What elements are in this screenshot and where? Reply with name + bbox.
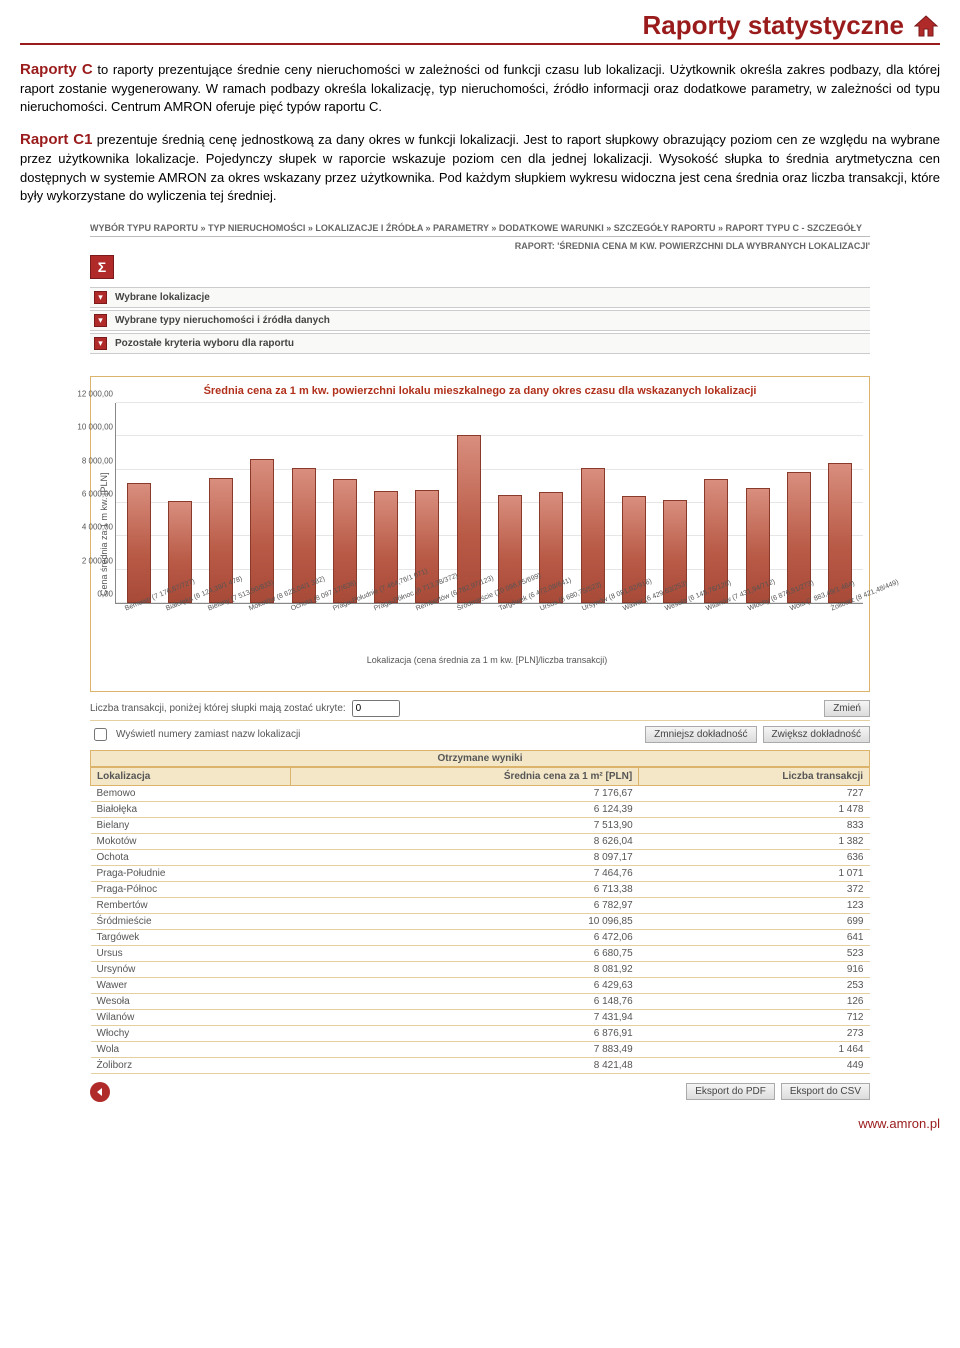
section-row[interactable]: ▾ Pozostałe kryteria wyboru dla raportu [90, 333, 870, 354]
export-csv-button[interactable]: Eksport do CSV [781, 1083, 870, 1100]
results-title: Otrzymane wyniki [90, 750, 870, 767]
chart-xaxis-title: Lokalizacja (cena średnia za 1 m kw. [PL… [111, 655, 863, 665]
checkbox-label: Wyświetl numery zamiast nazw lokalizacji [116, 729, 300, 740]
table-row: Śródmieście10 096,85699 [91, 913, 870, 929]
table-row: Wawer6 429,63253 [91, 977, 870, 993]
section-lead: Raport C1 [20, 131, 92, 148]
table-row: Praga-Południe7 464,761 071 [91, 865, 870, 881]
breadcrumb: WYBÓR TYPU RAPORTU » TYP NIERUCHOMOŚCI »… [90, 223, 870, 237]
table-row: Mokotów8 626,041 382 [91, 833, 870, 849]
table-row: Targówek6 472,06641 [91, 929, 870, 945]
controls-row-2: Wyświetl numery zamiast nazw lokalizacji… [90, 725, 870, 744]
footer-link[interactable]: www.amron.pl [20, 1116, 940, 1131]
sigma-icon: Σ [90, 255, 114, 279]
table-row: Wesoła6 148,76126 [91, 993, 870, 1009]
export-pdf-button[interactable]: Eksport do PDF [686, 1083, 775, 1100]
table-row: Wilanów7 431,94712 [91, 1009, 870, 1025]
table-row: Ursynów8 081,92916 [91, 961, 870, 977]
table-row: Rembertów6 782,97123 [91, 897, 870, 913]
section-label: Pozostałe kryteria wyboru dla raportu [115, 338, 294, 349]
intro-lead: Raporty C [20, 61, 93, 78]
table-row: Bemowo7 176,67727 [91, 785, 870, 801]
show-numbers-checkbox[interactable] [94, 728, 107, 741]
chart-plot: 0,002 000,004 000,006 000,008 000,0010 0… [115, 403, 863, 604]
report-title: RAPORT: 'ŚREDNIA CENA M KW. POWIERZCHNI … [90, 241, 870, 251]
table-row: Bielany7 513,90833 [91, 817, 870, 833]
decrease-accuracy-button[interactable]: Zmniejsz dokładność [645, 726, 756, 743]
ytick: 6 000,00 [82, 489, 116, 498]
chart-bar [127, 483, 151, 603]
col-location: Lokalizacja [91, 767, 291, 785]
ytick: 8 000,00 [82, 456, 116, 465]
chart-xlabels: Bemowo (7 176,67/727)Białołęka (6 124,39… [115, 606, 863, 613]
ytick: 2 000,00 [82, 556, 116, 565]
table-row: Ochota8 097,17636 [91, 849, 870, 865]
chart-ylabel: Cena średnia za 1 m kw. [PLN] [97, 403, 111, 665]
chart-bar [581, 468, 605, 603]
ytick: 12 000,00 [77, 389, 116, 398]
table-row: Włochy6 876,91273 [91, 1025, 870, 1041]
table-row: Białołęka6 124,391 478 [91, 801, 870, 817]
col-avg-price: Średnia cena za 1 m² [PLN] [290, 767, 639, 785]
chart-title: Średnia cena za 1 m kw. powierzchni loka… [97, 385, 863, 397]
home-icon[interactable] [912, 14, 940, 38]
hide-threshold-label: Liczba transakcji, poniżej której słupki… [90, 703, 346, 714]
expand-icon[interactable]: ▾ [94, 337, 107, 350]
expand-icon[interactable]: ▾ [94, 314, 107, 327]
expand-icon[interactable]: ▾ [94, 291, 107, 304]
ytick: 0,00 [97, 589, 116, 598]
page-header: Raporty statystyczne [20, 10, 940, 45]
intro-paragraph: Raporty C to raporty prezentujące średni… [20, 59, 940, 116]
section-text: prezentuje średnią cenę jednostkową za d… [20, 132, 940, 202]
table-row: Wola7 883,491 464 [91, 1041, 870, 1057]
section-paragraph: Raport C1 prezentuje średnią cenę jednos… [20, 129, 940, 205]
increase-accuracy-button[interactable]: Zwiększ dokładność [763, 726, 870, 743]
section-row[interactable]: ▾ Wybrane lokalizacje [90, 287, 870, 308]
results-table: Lokalizacja Średnia cena za 1 m² [PLN] L… [90, 767, 870, 1074]
table-row: Żoliborz8 421,48449 [91, 1057, 870, 1073]
col-transactions: Liczba transakcji [639, 767, 870, 785]
table-row: Ursus6 680,75523 [91, 945, 870, 961]
section-label: Wybrane lokalizacje [115, 292, 210, 303]
controls-row: Liczba transakcji, poniżej której słupki… [90, 700, 870, 721]
hide-threshold-input[interactable] [352, 700, 400, 717]
ytick: 4 000,00 [82, 523, 116, 532]
chart-container: Średnia cena za 1 m kw. powierzchni loka… [90, 376, 870, 692]
intro-text: to raporty prezentujące średnie ceny nie… [20, 62, 940, 114]
section-row[interactable]: ▾ Wybrane typy nieruchomości i źródła da… [90, 310, 870, 331]
chart-bar [457, 435, 481, 603]
page-title: Raporty statystyczne [642, 10, 904, 41]
change-button[interactable]: Zmień [824, 700, 870, 717]
section-label: Wybrane typy nieruchomości i źródła dany… [115, 315, 330, 326]
back-button[interactable] [90, 1082, 110, 1102]
ytick: 10 000,00 [77, 423, 116, 432]
table-row: Praga-Północ6 713,38372 [91, 881, 870, 897]
